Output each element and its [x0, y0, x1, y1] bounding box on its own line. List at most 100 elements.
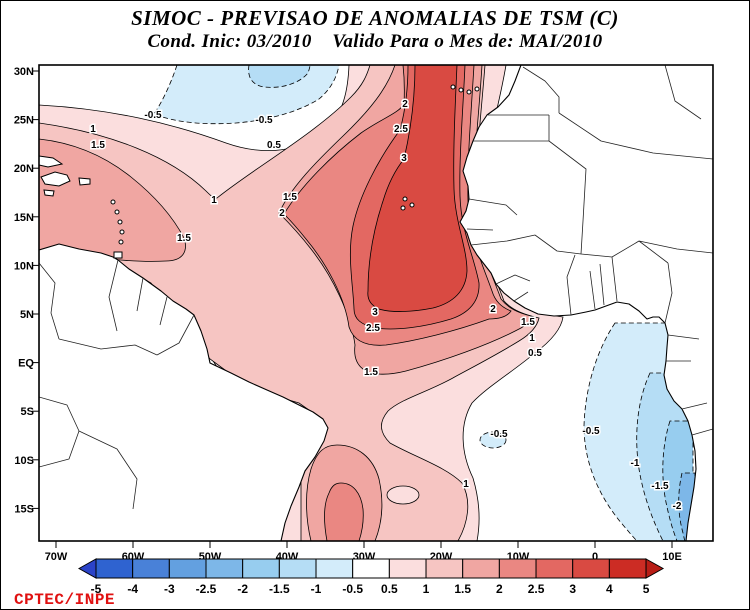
contour-label: 1.5 — [521, 317, 535, 328]
chart-subtitle: Cond. Inic: 03/2010 Valido Para o Mes de… — [147, 31, 603, 52]
island-cape-verde — [402, 196, 408, 202]
island-jamaica — [43, 189, 55, 197]
island-canaries — [466, 89, 472, 95]
colorbar-cell — [352, 558, 390, 579]
contour-field — [39, 65, 713, 541]
contour-label: -1.5 — [651, 481, 669, 492]
country-borders-africa — [466, 65, 713, 436]
colorbar-cell — [132, 558, 170, 579]
contour-label: 2 — [490, 304, 496, 315]
colorbar-cell — [95, 558, 134, 579]
island-antilles — [110, 199, 116, 205]
colorbar-cell — [535, 558, 574, 579]
island-antilles — [114, 209, 120, 215]
contour-label: 1 — [90, 124, 96, 135]
colorbar-tick-label: 3 — [569, 582, 576, 596]
contour-fill-neg1-north — [248, 65, 311, 88]
credit-text: CPTEC/INPE — [14, 591, 116, 609]
lat-label: 20N — [14, 163, 34, 175]
contour-label-layer: -0.5 -0.5 0.5 1 1.5 1 1.5 2 1.5 2 2.5 3 3 2.5 1.5 2 1.5 1… — [89, 98, 684, 514]
lat-label: 5S — [21, 406, 34, 418]
colorbar-tick-label: 1 — [423, 582, 430, 596]
colorbar-tick-label: -3 — [164, 582, 175, 596]
lat-label: 25N — [14, 115, 34, 127]
colorbar-tick-label: -2 — [237, 582, 248, 596]
colorbar-tick-label: 2.5 — [528, 582, 545, 596]
colorbar-tick-label: -5 — [91, 582, 102, 596]
contour-label: 1.5 — [364, 367, 378, 378]
contour-label: 0.5 — [528, 348, 542, 359]
contour-label: 0.5 — [267, 140, 281, 151]
island-cuba-tip — [39, 155, 64, 168]
colorbar-tick-label: -4 — [127, 582, 138, 596]
colorbar-tick-label: 5 — [643, 582, 650, 596]
lat-label: 15S — [14, 503, 34, 515]
plot-frame — [38, 64, 714, 542]
colorbar-tick-label: -1.5 — [269, 582, 290, 596]
contour-fill-2-south — [324, 482, 364, 541]
island-antilles — [119, 229, 125, 235]
contour-label: 1 — [211, 195, 217, 206]
colorbar-arrow-right — [645, 558, 665, 579]
landmass-south-america — [39, 243, 329, 541]
island-antilles — [117, 219, 123, 225]
island-cape-verde — [409, 202, 415, 208]
island-puerto-rico — [78, 177, 91, 186]
lat-label: 30N — [14, 66, 34, 78]
lon-label: 10E — [662, 551, 682, 563]
colorbar-scale: -5 -4 -3 -2.5 -2 -1.5 -1 -0.5 0.5 1 1.5 2 2.5 3 4 5 — [77, 558, 665, 596]
colorbar-tick-label: 4 — [606, 582, 613, 596]
island-cape-verde — [400, 205, 406, 211]
contour-label: -2 — [673, 501, 682, 512]
lat-label: 15N — [14, 212, 34, 224]
island-canaries — [450, 84, 456, 90]
contour-label: 2 — [402, 99, 408, 110]
contour-label: -0.5 — [144, 110, 162, 121]
colorbar-tick-label: -0.5 — [342, 582, 363, 596]
contour-label: 1 — [529, 333, 535, 344]
colorbar-arrow-left — [77, 558, 97, 579]
colorbar-cell — [242, 558, 280, 579]
contour-label: -0.5 — [582, 426, 600, 437]
contour-label: 3 — [372, 307, 378, 318]
contour-minimum-oval — [386, 485, 420, 505]
contour-fill-neg0p5-spot — [479, 431, 507, 449]
colorbar-cell — [425, 558, 464, 579]
contour-label: 1 — [463, 479, 469, 490]
contour-label: -0.5 — [490, 429, 508, 440]
colorbar-cell — [498, 558, 537, 579]
contour-label: 1.5 — [177, 233, 191, 244]
colorbar-cell — [168, 558, 207, 579]
island-antilles — [118, 239, 124, 245]
lon-label: 0 — [592, 551, 598, 563]
lat-label: EQ — [18, 358, 34, 370]
colorbar: -5 -4 -3 -2.5 -2 -1.5 -1 -0.5 0.5 1 1.5 2 2.5 3 4 5 — [77, 558, 665, 596]
islands-caribbean — [39, 155, 125, 259]
contour-label: 2.5 — [366, 323, 380, 334]
chart-title: SIMOC - PREVISAO DE ANOMALIAS DE TSM (C) — [131, 6, 619, 30]
colorbar-tick-label: 0.5 — [381, 582, 398, 596]
lon-label: 70W — [45, 551, 68, 563]
contour-label: 1.5 — [283, 192, 297, 203]
country-borders-south-america — [39, 259, 195, 510]
colorbar-tick-label: 2 — [496, 582, 503, 596]
colorbar-cell — [278, 558, 317, 579]
islands-atlantic — [400, 84, 480, 211]
lat-label: 10N — [14, 260, 34, 272]
colorbar-tick-label: 1.5 — [454, 582, 471, 596]
contour-fill-3 — [367, 65, 468, 312]
colorbar-tick-label: -1 — [311, 582, 322, 596]
island-canaries — [458, 87, 464, 93]
colorbar-cell — [462, 558, 500, 579]
contour-label: 2 — [279, 208, 285, 219]
colorbar-cell — [205, 558, 244, 579]
colorbar-cell — [388, 558, 427, 579]
contour-label: -0.5 — [255, 115, 273, 126]
lat-label: 5N — [20, 309, 34, 321]
contour-label: 3 — [401, 153, 407, 164]
colorbar-tick-label: -2.5 — [196, 582, 217, 596]
colorbar-cell — [608, 558, 647, 579]
contour-label: -1 — [631, 458, 640, 469]
